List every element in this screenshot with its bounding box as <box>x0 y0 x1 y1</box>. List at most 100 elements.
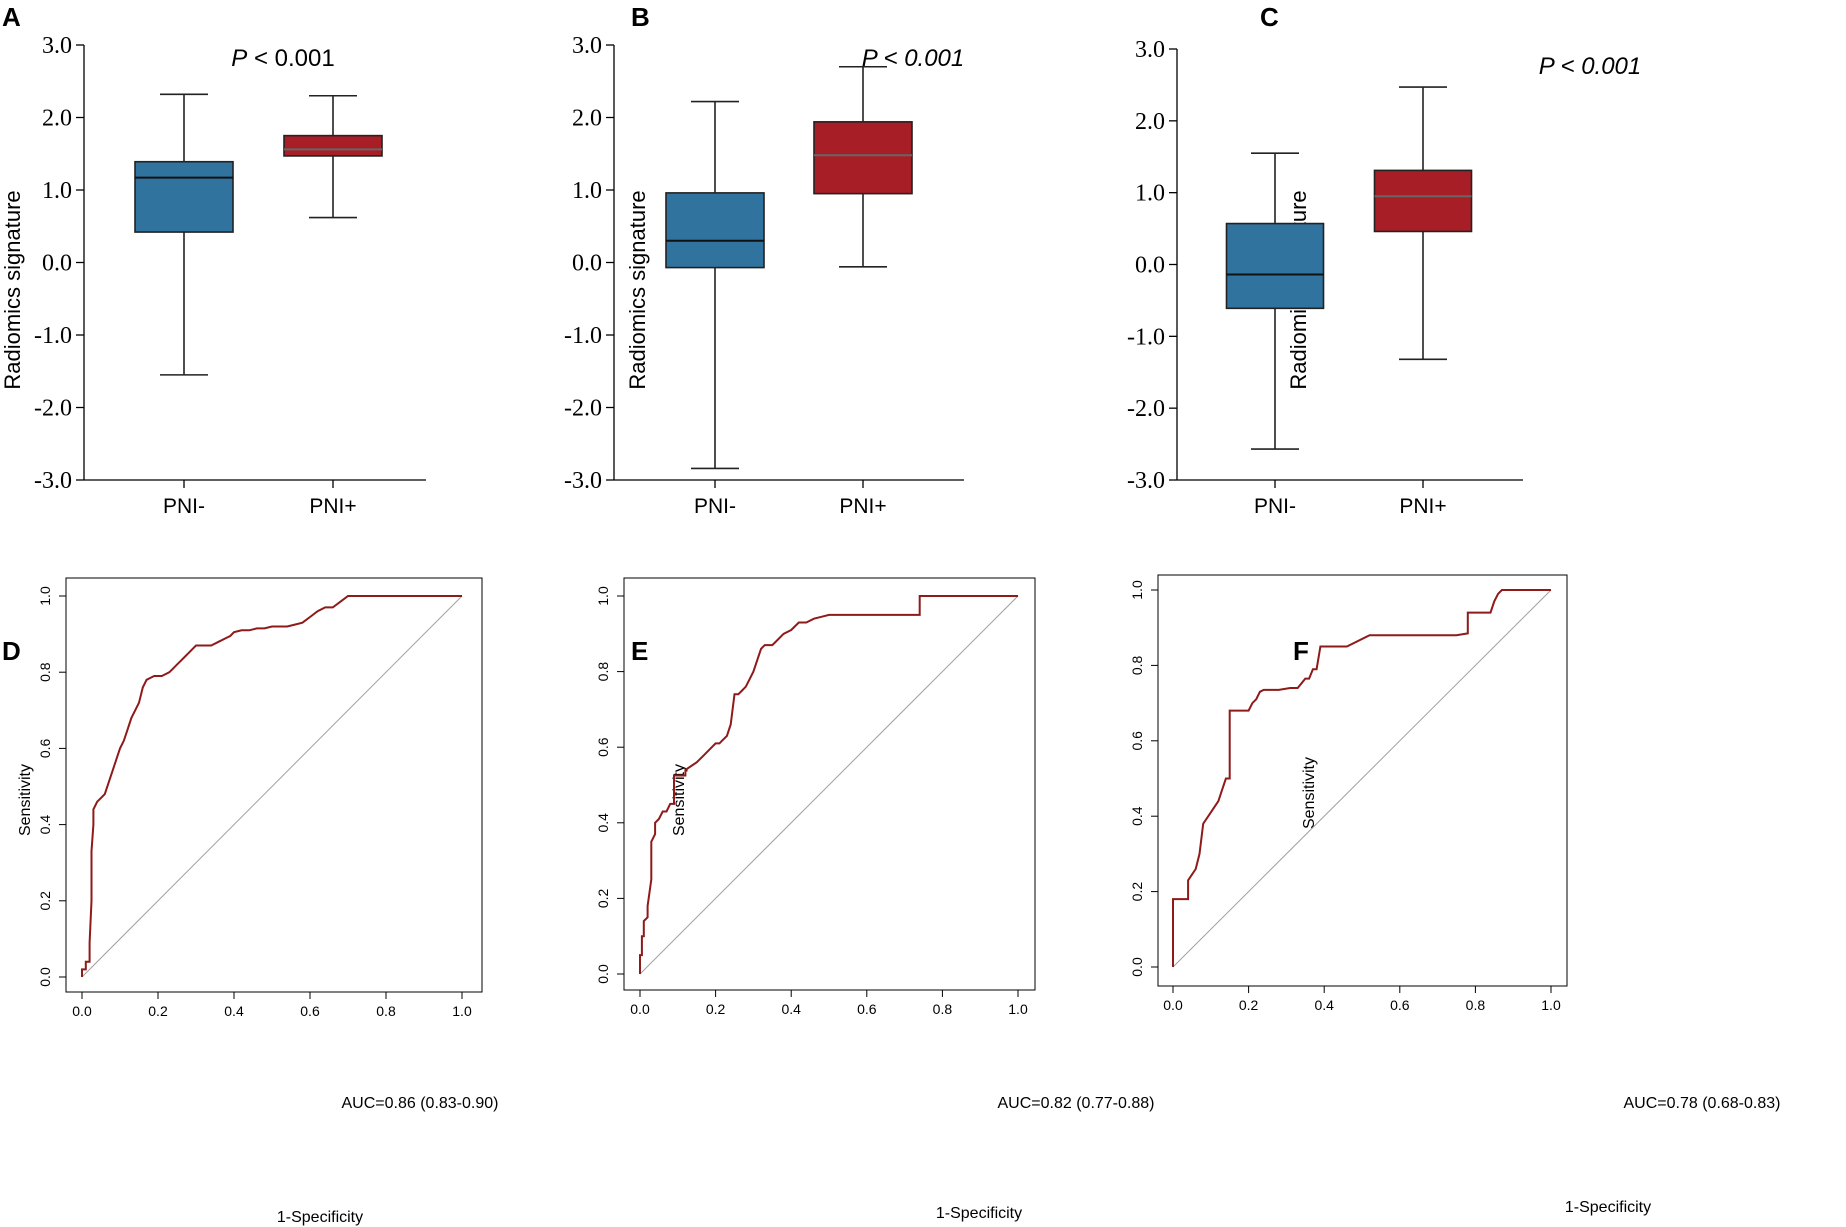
box-pnipos-b <box>813 121 913 195</box>
p-value-c: P < 0.001 <box>1539 53 1642 80</box>
panel-f-roc: F Sensitivity 1-Specificity AUC=0.78 (0.… <box>1129 574 1781 1216</box>
x-tick-label-f: 0.0 <box>1163 997 1183 1013</box>
panel-b-boxplot: B Radiomics signature P < 0.001 3.0 2.0 1.… <box>564 2 964 518</box>
x-axis-label-f: 1-Specificity <box>1565 1199 1651 1216</box>
roc-curve-e <box>639 595 1018 974</box>
x-tick-label-f: 0.6 <box>1390 997 1410 1013</box>
reference-diagonal-f <box>1172 589 1552 968</box>
x-tick-label-b: PNI+ <box>839 495 886 518</box>
y-tick-label-d: 0.0 <box>37 967 53 987</box>
axes-b: 3.0 2.0 1.0 0.0 -1.0 -2.0 -3.0 PNI- PNI+ <box>564 33 964 518</box>
y-tick-label-c: -2.0 <box>1127 396 1165 422</box>
reference-diagonal-e <box>639 595 1019 975</box>
x-tick-label-e: 0.8 <box>933 1001 953 1017</box>
axes-f: 0.0 0.0 0.2 0.2 0.4 0.4 0.6 0.6 0.8 0.8 1.0 1.0 <box>1129 574 1568 1013</box>
y-tick-label-a: 1.0 <box>42 178 72 204</box>
plot-frame-e <box>623 577 1036 991</box>
x-tick-label-d: 0.0 <box>72 1003 92 1019</box>
y-tick-label-a: 2.0 <box>42 106 72 132</box>
p-value-b: P < 0.001 <box>862 45 965 72</box>
x-tick-label-d: 1.0 <box>452 1003 472 1019</box>
auc-label-f: AUC=0.78 (0.68-0.83) <box>1624 1095 1781 1112</box>
p-value-a: P < 0.001 <box>231 45 334 72</box>
x-tick-label-d: 0.4 <box>224 1003 244 1019</box>
roc-curve-d <box>81 595 462 977</box>
y-tick-label-e: 0.6 <box>595 737 611 757</box>
y-tick-label-f: 0.8 <box>1129 655 1145 675</box>
x-tick-label-a: PNI+ <box>309 495 356 518</box>
x-tick-label-a: PNI- <box>163 495 205 518</box>
x-axis-label-e: 1-Specificity <box>936 1205 1022 1222</box>
y-tick-label-f: 0.6 <box>1129 731 1145 751</box>
y-tick-label-a: 0.0 <box>42 251 72 277</box>
panel-label-a: A <box>2 2 21 32</box>
x-tick-label-d: 0.6 <box>300 1003 320 1019</box>
x-axis-label-d: 1-Specificity <box>277 1209 363 1226</box>
y-tick-label-c: 2.0 <box>1135 109 1165 135</box>
x-tick-label-d: 0.8 <box>376 1003 396 1019</box>
plot-frame-f <box>1157 574 1568 987</box>
panel-a-boxplot: A Radiomics signature P < 0.001 3.0 2.0 1.… <box>0 2 426 518</box>
y-tick-label-c: -3.0 <box>1127 468 1165 494</box>
x-tick-label-e: 0.4 <box>781 1001 801 1017</box>
y-tick-label-e: 0.0 <box>595 964 611 984</box>
y-tick-label-f: 0.0 <box>1129 957 1145 977</box>
box-pnipos-a <box>283 134 383 157</box>
y-tick-label-c: 3.0 <box>1135 37 1165 63</box>
y-tick-label-d: 0.2 <box>37 891 53 911</box>
y-tick-label-b: -1.0 <box>564 323 602 349</box>
roc-curve-f <box>1172 589 1551 967</box>
y-tick-label-a: -2.0 <box>34 396 72 422</box>
auc-label-e: AUC=0.82 (0.77-0.88) <box>998 1095 1155 1112</box>
y-tick-label-a: -1.0 <box>34 323 72 349</box>
y-tick-label-b: 0.0 <box>572 251 602 277</box>
panel-label-d: D <box>2 636 21 666</box>
box-pnineg-c <box>1225 222 1325 310</box>
box-pnineg-b <box>665 192 765 269</box>
y-tick-label-d: 1.0 <box>37 586 53 606</box>
y-axis-label-f: Sensitivity <box>1301 757 1318 829</box>
y-tick-label-d: 0.4 <box>37 815 53 835</box>
y-tick-label-d: 0.6 <box>37 738 53 758</box>
x-tick-label-f: 0.8 <box>1466 997 1486 1013</box>
y-tick-label-f: 0.2 <box>1129 882 1145 902</box>
y-tick-label-b: -2.0 <box>564 396 602 422</box>
panel-label-c: C <box>1260 2 1279 32</box>
panel-label-e: E <box>631 636 648 666</box>
plot-frame-d <box>65 577 483 993</box>
y-tick-label-b: 2.0 <box>572 106 602 132</box>
y-tick-label-e: 0.8 <box>595 662 611 682</box>
x-tick-label-f: 0.2 <box>1239 997 1259 1013</box>
panel-e-roc: E Sensitivity 1-Specificity AUC=0.82 (0.… <box>595 577 1155 1222</box>
y-axis-label-d: Sensitivity <box>17 764 34 836</box>
y-tick-label-a: 3.0 <box>42 33 72 59</box>
y-tick-label-c: 0.0 <box>1135 253 1165 279</box>
y-tick-label-b: 3.0 <box>572 33 602 59</box>
x-tick-label-b: PNI- <box>694 495 736 518</box>
panel-d-roc: D Sensitivity 1-Specificity AUC=0.86 (0.… <box>2 577 499 1226</box>
axes-d: 0.0 0.0 0.2 0.2 0.4 0.4 0.6 0.6 0.8 0.8 1.0 1.0 <box>37 577 483 1019</box>
y-tick-label-e: 0.4 <box>595 813 611 833</box>
auc-label-d: AUC=0.86 (0.83-0.90) <box>342 1095 499 1112</box>
x-tick-label-e: 0.2 <box>706 1001 726 1017</box>
y-tick-label-d: 0.8 <box>37 662 53 682</box>
y-tick-label-f: 0.4 <box>1129 806 1145 826</box>
panel-c-boxplot: C Radiomics signature P < 0.001 3.02.01.… <box>1127 2 1641 518</box>
y-tick-label-b: 1.0 <box>572 178 602 204</box>
x-tick-label-f: 0.4 <box>1314 997 1334 1013</box>
reference-diagonal-d <box>81 595 463 978</box>
y-tick-label-e: 0.2 <box>595 888 611 908</box>
y-tick-label-c: -1.0 <box>1127 324 1165 350</box>
y-axis-label-b: Radiomics signature <box>625 190 650 389</box>
x-tick-label-c: PNI- <box>1254 495 1296 518</box>
box-pnipos-c <box>1373 169 1473 233</box>
y-axis-label-e: Sensitivity <box>671 764 688 836</box>
x-tick-label-c: PNI+ <box>1399 495 1446 518</box>
y-tick-label-c: 1.0 <box>1135 181 1165 207</box>
y-axis-label-a: Radiomics signature <box>0 190 25 389</box>
x-tick-label-e: 1.0 <box>1008 1001 1028 1017</box>
y-tick-label-f: 1.0 <box>1129 580 1145 600</box>
y-tick-label-b: -3.0 <box>564 468 602 494</box>
axes-c: 3.0 2.0 1.0 0.0 -1.0 -2.0 -3.0 PNI- PNI+ <box>1127 37 1523 518</box>
